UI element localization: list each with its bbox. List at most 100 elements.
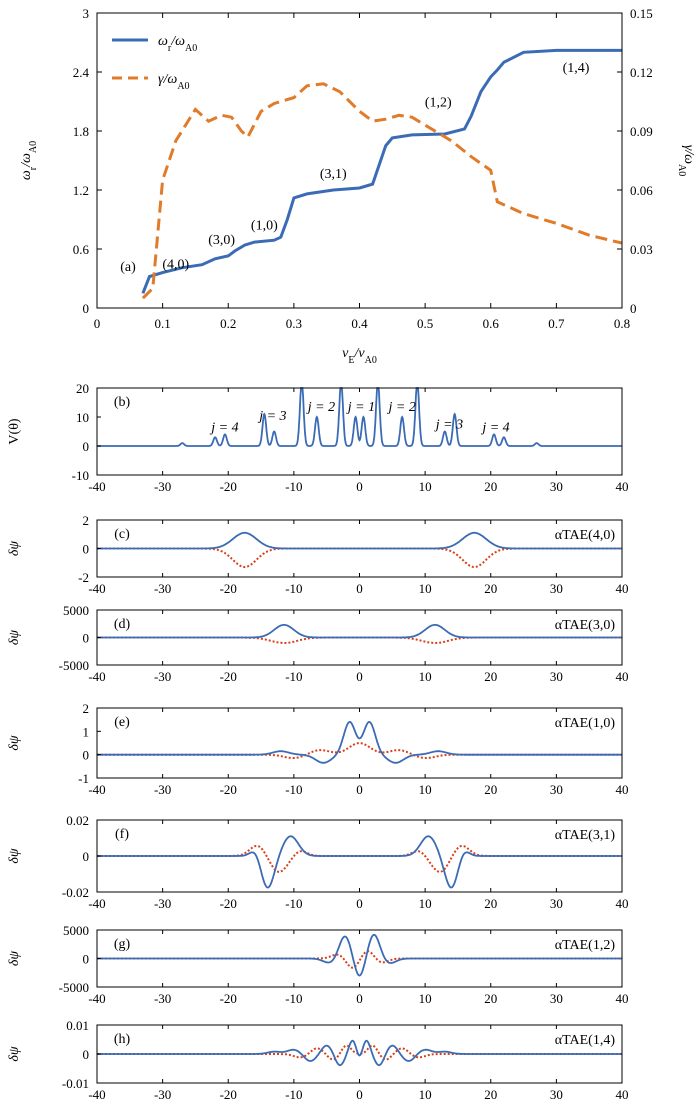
x-tick-label: 30	[550, 991, 563, 1006]
y-axis-right-label: γ/ωA0	[677, 145, 697, 177]
series-real-part-line	[97, 720, 622, 764]
x-tick-label: -30	[154, 896, 171, 911]
series-real-part-line	[97, 933, 622, 977]
y-tick-label: 0	[83, 542, 90, 557]
legend-gamma-label: γ/ωA0	[158, 72, 190, 92]
x-tick-label: -40	[88, 896, 105, 911]
mode-annotation: (4,0)	[162, 258, 189, 273]
x-tick-label: -40	[88, 1087, 105, 1102]
y-axis-label: V(θ)	[7, 418, 22, 444]
y-tick-label: 0	[83, 748, 90, 763]
panel-label-g: (g)	[114, 937, 131, 952]
x-tick-label: 0	[356, 479, 363, 494]
mode-annotation: (3,1)	[320, 167, 347, 182]
y-right-tick-label: 0	[630, 301, 637, 316]
x-tick-label: -10	[285, 896, 302, 911]
x-tick-label: -10	[285, 1087, 302, 1102]
plot-frame-e	[96, 707, 623, 779]
x-tick-label: -20	[220, 669, 237, 684]
y-tick-label: 0	[83, 631, 90, 646]
y-tick-label: 2	[83, 513, 90, 528]
series-imag-part-line	[97, 742, 622, 759]
series-real-part-line	[97, 531, 622, 550]
panel-label-c: (c)	[114, 527, 130, 542]
x-tick-label: 0.1	[155, 316, 171, 331]
y-left-tick-label: 1.2	[73, 183, 89, 198]
y-axis-label: δψ	[7, 848, 22, 864]
x-tick-label: 0.6	[483, 316, 500, 331]
x-tick-label: 20	[484, 669, 497, 684]
x-tick-label: 20	[484, 782, 497, 797]
x-tick-label: -40	[88, 991, 105, 1006]
y-tick-label: 1	[83, 724, 90, 739]
x-tick-label: 40	[616, 782, 629, 797]
x-tick-label: 20	[484, 581, 497, 596]
y-left-tick-label: 1.8	[73, 124, 89, 139]
x-tick-label: -40	[88, 669, 105, 684]
y-axis-label: δψ	[7, 735, 22, 751]
mode-label: αTAE(1,4)	[555, 1033, 616, 1048]
x-tick-label: 30	[550, 782, 563, 797]
x-tick-label: 0	[356, 896, 363, 911]
series-imag-part-line	[97, 547, 622, 568]
x-tick-label: 40	[616, 991, 629, 1006]
series-imag-part-line	[97, 1044, 622, 1061]
x-tick-label: 40	[616, 479, 629, 494]
x-tick-label: 10	[419, 479, 432, 494]
panel-label-e: (e)	[114, 715, 130, 730]
y-tick-label: -0.01	[62, 1076, 89, 1091]
x-tick-label: -30	[154, 1087, 171, 1102]
mode-label: αTAE(1,0)	[555, 716, 616, 731]
mode-annotation: (1,2)	[425, 95, 452, 110]
y-tick-label: 0	[83, 952, 90, 967]
x-tick-label: -20	[220, 896, 237, 911]
legend-omega-label: ωr/ωA0	[158, 34, 197, 54]
x-tick-label: -40	[88, 479, 105, 494]
y-right-tick-label: 0.15	[630, 6, 653, 21]
x-tick-label: 0.3	[286, 316, 302, 331]
x-tick-label: -20	[220, 1087, 237, 1102]
x-tick-label: 0.7	[548, 316, 565, 331]
x-tick-label: -30	[154, 991, 171, 1006]
y-tick-label: -5000	[59, 980, 89, 995]
x-tick-label: 10	[419, 896, 432, 911]
y-tick-label: 5000	[63, 923, 89, 938]
x-tick-label: -30	[154, 669, 171, 684]
x-tick-label: -10	[285, 479, 302, 494]
x-tick-label: 10	[419, 1087, 432, 1102]
mode-label: αTAE(1,2)	[555, 938, 616, 953]
series-imag-part-line	[97, 950, 622, 969]
panel-label-h: (h)	[114, 1032, 131, 1047]
x-tick-label: -20	[220, 991, 237, 1006]
x-tick-label: 40	[616, 1087, 629, 1102]
x-tick-label: 40	[616, 669, 629, 684]
x-tick-label: -10	[285, 669, 302, 684]
y-left-tick-label: 2.4	[73, 65, 90, 80]
x-tick-label: 0.8	[614, 316, 630, 331]
x-tick-label: 30	[550, 1087, 563, 1102]
y-axis-label: δψ	[7, 951, 22, 967]
y-tick-label: 10	[76, 410, 89, 425]
x-tick-label: -10	[285, 581, 302, 596]
mode-annotation: (1,0)	[251, 218, 278, 233]
x-tick-label: -30	[154, 479, 171, 494]
x-tick-label: 10	[419, 581, 432, 596]
x-tick-label: 0	[94, 316, 101, 331]
y-tick-label: -10	[72, 468, 89, 483]
x-tick-label: 10	[419, 669, 432, 684]
panel-label-b: (b)	[114, 395, 131, 410]
y-left-tick-label: 3	[83, 6, 90, 21]
y-right-tick-label: 0.06	[630, 183, 653, 198]
j-annotation: j = 4	[209, 421, 238, 436]
y-right-tick-label: 0.03	[630, 242, 653, 257]
x-tick-label: 40	[616, 581, 629, 596]
x-tick-label: -10	[285, 782, 302, 797]
x-tick-label: 0	[356, 581, 363, 596]
x-tick-label: -40	[88, 782, 105, 797]
series-real-part-line	[97, 624, 622, 639]
x-tick-label: 0	[356, 782, 363, 797]
x-tick-label: 0	[356, 991, 363, 1006]
series-real-part-line	[97, 1039, 622, 1067]
mode-annotation: (1,4)	[563, 61, 590, 76]
